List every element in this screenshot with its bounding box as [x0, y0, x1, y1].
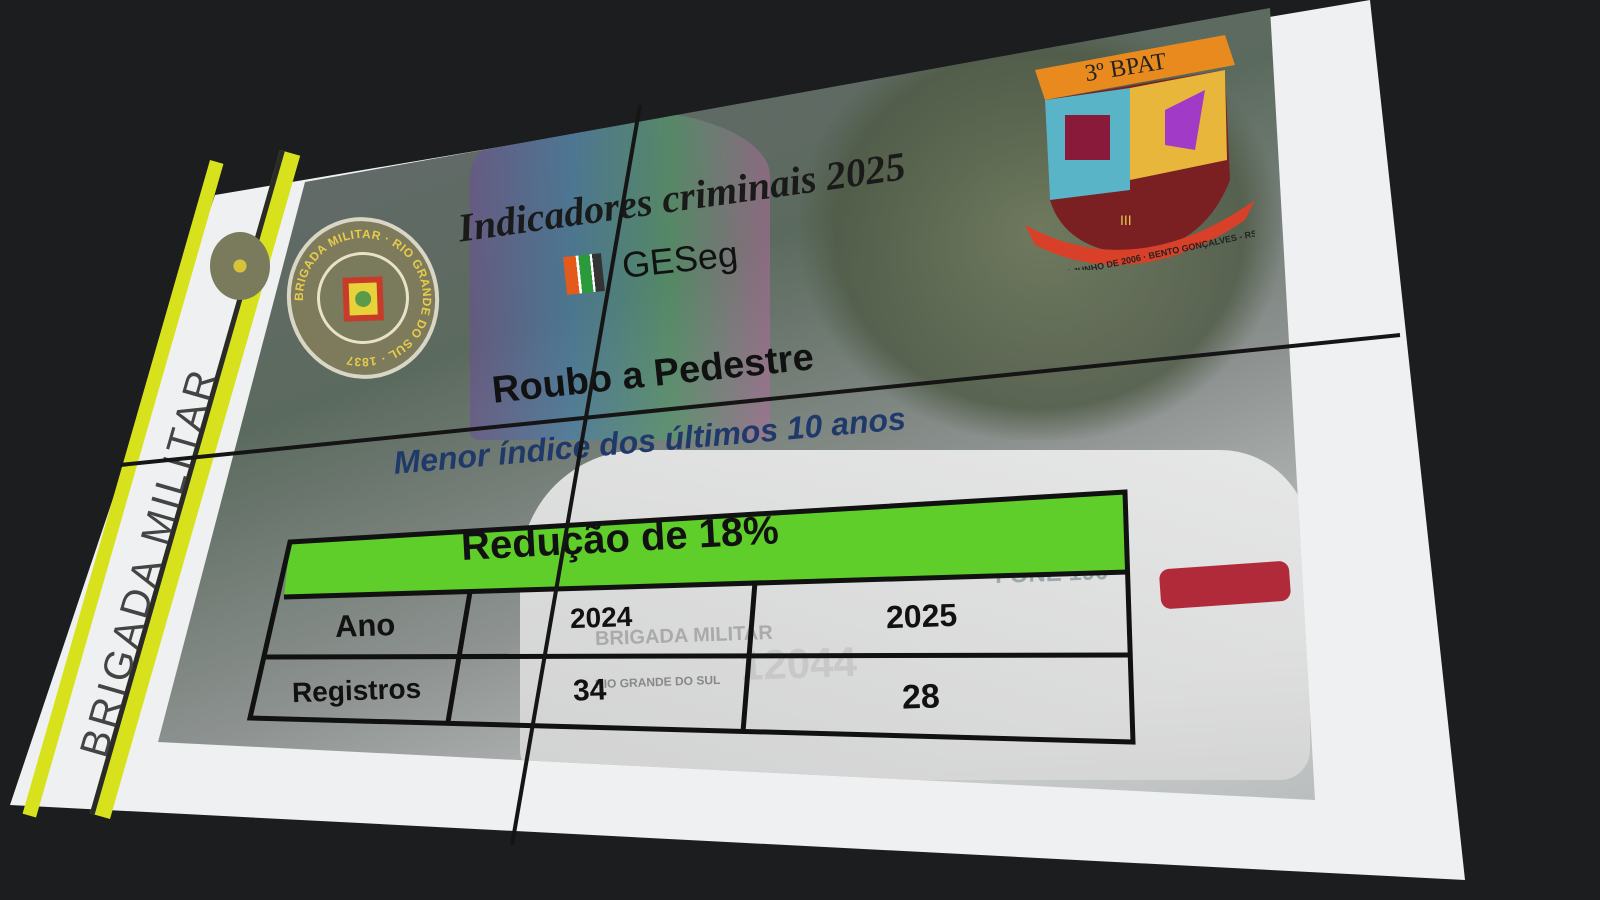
brigada-militar-seal-icon: BRIGADA MILITAR · RIO GRANDE DO SUL · 18… [281, 216, 445, 381]
vertical-seam [510, 104, 642, 846]
3-bpat-crest-icon: 3º BPAT III 16 DE JUNHO DE 2006 · BENTO … [1025, 35, 1255, 270]
horizontal-seam [119, 333, 1401, 467]
table-column-line [445, 591, 473, 723]
table-column-line [740, 581, 758, 733]
illuminated-building [470, 110, 770, 440]
table-row-line [265, 652, 1131, 660]
table-border [246, 489, 1136, 745]
crest-numeral: III [1120, 212, 1132, 228]
small-brigada-seal-icon [210, 232, 270, 300]
table-header-fill [284, 492, 1128, 597]
table-row-line [283, 569, 1129, 600]
